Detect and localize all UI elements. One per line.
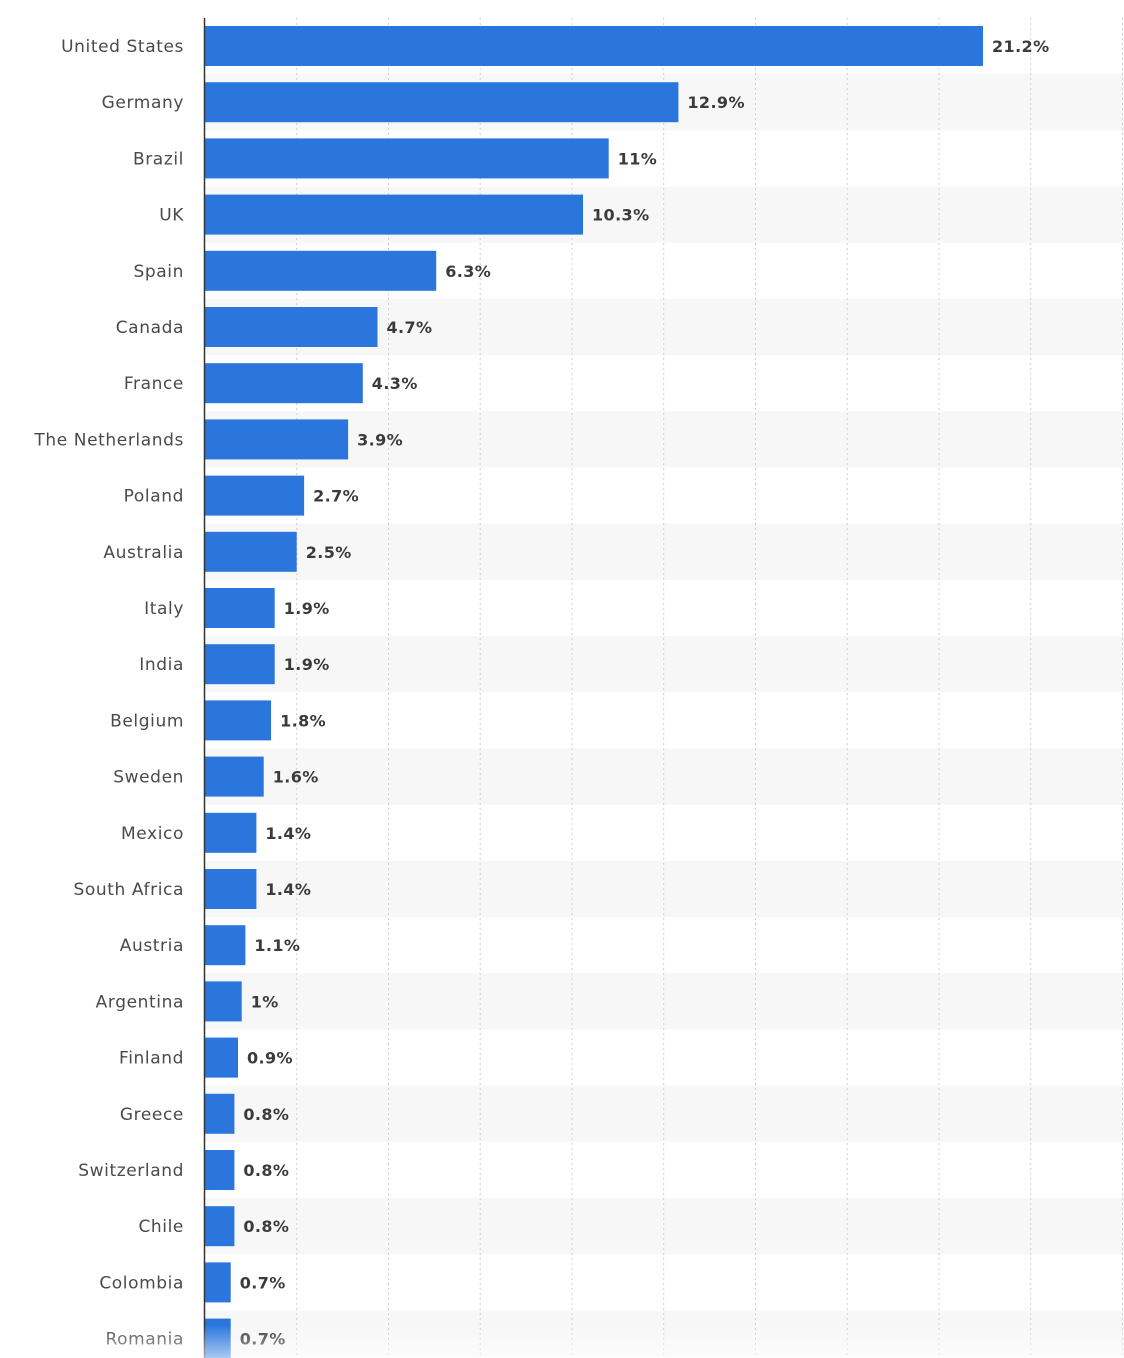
value-label: 0.7% — [240, 1273, 286, 1292]
bar — [205, 194, 583, 235]
category-label: Finland — [119, 1049, 184, 1069]
value-label: 2.7% — [313, 487, 359, 506]
bar — [205, 644, 275, 685]
value-label: 0.8% — [243, 1217, 289, 1236]
value-label: 6.3% — [445, 262, 491, 281]
category-label: Chile — [138, 1217, 184, 1237]
bar — [205, 26, 983, 66]
bar — [205, 812, 257, 853]
category-label: United States — [61, 37, 184, 57]
category-label: Australia — [103, 543, 184, 563]
bar — [205, 363, 363, 404]
row-band — [205, 1198, 1124, 1255]
bar — [205, 1093, 235, 1134]
bar — [205, 307, 378, 347]
value-label: 0.9% — [247, 1049, 293, 1068]
category-label: India — [139, 655, 184, 675]
category-label: Colombia — [99, 1273, 184, 1293]
bar — [205, 1037, 238, 1078]
row-band — [205, 1310, 1124, 1358]
row-band — [205, 523, 1124, 580]
bar — [205, 588, 275, 628]
category-label: Brazil — [133, 149, 184, 169]
category-label: The Netherlands — [33, 430, 184, 450]
category-labels: United States Germany Brazil UK Spain Canada F… — [33, 37, 185, 1350]
bar — [205, 1262, 231, 1303]
row-band — [205, 973, 1124, 1030]
category-label: Argentina — [96, 992, 184, 1012]
row-bands — [205, 74, 1124, 1358]
category-label: Mexico — [121, 824, 184, 844]
value-label: 0.8% — [243, 1161, 289, 1180]
bar — [205, 925, 246, 966]
category-label: Italy — [144, 599, 184, 619]
value-label: 1.6% — [273, 768, 319, 787]
bar — [205, 475, 305, 516]
row-band — [205, 860, 1124, 918]
value-label: 1% — [251, 992, 279, 1011]
category-label: Sweden — [113, 768, 184, 788]
category-label: Greece — [120, 1105, 184, 1125]
category-label: UK — [159, 206, 184, 226]
bar — [205, 250, 437, 291]
category-label: Belgium — [110, 711, 184, 731]
value-label: 0.8% — [243, 1105, 289, 1124]
row-band — [205, 1085, 1124, 1142]
value-label: 1.4% — [265, 824, 311, 843]
category-label: Austria — [120, 936, 184, 956]
row-band — [205, 748, 1124, 805]
bars — [205, 26, 983, 1358]
value-label: 1.1% — [254, 936, 300, 955]
category-label: Switzerland — [78, 1161, 184, 1181]
bar — [205, 1150, 235, 1190]
value-label: 4.7% — [387, 318, 433, 337]
bar — [205, 1206, 235, 1247]
bar — [205, 531, 297, 572]
value-label: 21.2% — [992, 37, 1050, 56]
value-label: 12.9% — [687, 93, 745, 112]
category-label: France — [124, 374, 184, 394]
bar — [205, 82, 679, 123]
value-label: 10.3% — [592, 206, 650, 225]
value-labels: 21.2% 12.9% 11% 10.3% 6.3% 4.7% 4.3% 3.9% 2.7% 2.… — [240, 37, 1050, 1349]
value-label: 1.9% — [284, 655, 330, 674]
category-label: Spain — [134, 262, 185, 282]
value-label: 0.7% — [240, 1330, 286, 1349]
value-label: 1.8% — [280, 711, 326, 730]
bar — [205, 869, 257, 909]
value-label: 1.4% — [265, 880, 311, 899]
category-label: South Africa — [74, 880, 185, 900]
bar — [205, 756, 264, 797]
value-label: 2.5% — [306, 543, 352, 562]
bar — [205, 981, 242, 1022]
value-label: 11% — [618, 149, 658, 168]
bar — [205, 700, 272, 741]
row-band — [205, 636, 1124, 693]
bar — [205, 138, 609, 179]
value-label: 3.9% — [357, 430, 403, 449]
row-band — [205, 411, 1124, 468]
category-label: Canada — [116, 318, 184, 338]
bar — [205, 1318, 231, 1358]
category-label: Poland — [124, 487, 184, 507]
gridlines — [296, 18, 1123, 1358]
category-label: Romania — [105, 1330, 184, 1350]
value-label: 1.9% — [284, 599, 330, 618]
category-label: Germany — [102, 93, 184, 113]
value-label: 4.3% — [372, 374, 418, 393]
bar — [205, 419, 349, 460]
